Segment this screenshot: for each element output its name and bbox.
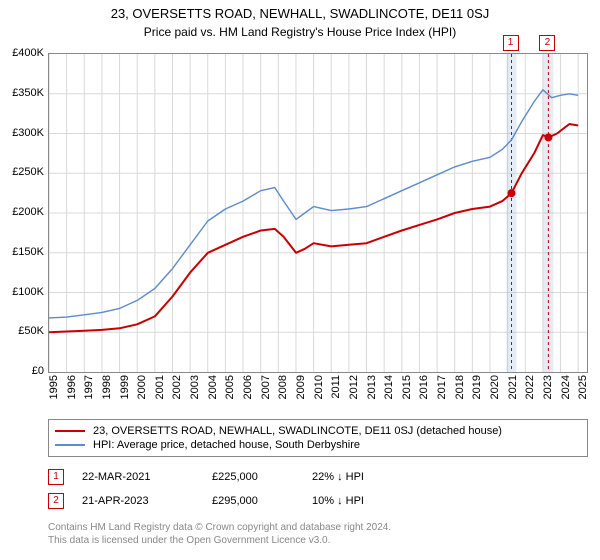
y-tick-label: £50K [0,325,44,337]
marker-date-2: 21-APR-2023 [82,495,212,507]
x-tick-label: 2013 [366,375,378,399]
x-tick-label: 2019 [471,375,483,399]
x-tick-label: 2016 [418,375,430,399]
legend-label-hpi: HPI: Average price, detached house, Sout… [93,439,360,451]
x-tick-label: 2007 [260,375,272,399]
x-tick-label: 2006 [242,375,254,399]
x-tick-label: 2010 [313,375,325,399]
x-tick-label: 2024 [560,375,572,399]
series-legend: 23, OVERSETTS ROAD, NEWHALL, SWADLINCOTE… [48,419,588,457]
y-tick-label: £300K [0,127,44,139]
plot-area [48,53,588,373]
x-tick-label: 2023 [542,375,554,399]
marker-price-1: £225,000 [212,471,312,483]
marker-date-1: 22-MAR-2021 [82,471,212,483]
marker-row-2: 2 21-APR-2023 £295,000 10% ↓ HPI [48,489,588,513]
x-tick-label: 1999 [119,375,131,399]
marker-row-1: 1 22-MAR-2021 £225,000 22% ↓ HPI [48,465,588,489]
footer-line2: This data is licensed under the Open Gov… [48,534,588,547]
marker-badge-2: 2 [48,493,64,509]
x-tick-label: 2011 [330,375,342,399]
marker-badge-1: 1 [48,469,64,485]
x-tick-label: 1998 [101,375,113,399]
y-tick-label: £400K [0,47,44,59]
x-tick-label: 1997 [83,375,95,399]
x-tick-label: 2022 [524,375,536,399]
x-tick-label: 1996 [66,375,78,399]
marker-diff-1: 22% ↓ HPI [312,471,432,483]
x-tick-label: 2003 [189,375,201,399]
x-tick-label: 2009 [295,375,307,399]
x-tick-label: 2025 [577,375,589,399]
y-tick-label: £0 [0,365,44,377]
x-tick-label: 2018 [454,375,466,399]
marker-top-badge: 1 [503,35,519,51]
marker-price-2: £295,000 [212,495,312,507]
y-tick-label: £250K [0,166,44,178]
x-tick-label: 2005 [224,375,236,399]
legend-swatch-property [55,430,85,433]
legend-row-property: 23, OVERSETTS ROAD, NEWHALL, SWADLINCOTE… [55,424,581,438]
legend-row-hpi: HPI: Average price, detached house, Sout… [55,438,581,452]
x-tick-label: 2021 [507,375,519,399]
chart-title-address: 23, OVERSETTS ROAD, NEWHALL, SWADLINCOTE… [0,0,600,21]
x-tick-label: 2008 [277,375,289,399]
x-tick-label: 2000 [136,375,148,399]
marker-rows: 1 22-MAR-2021 £225,000 22% ↓ HPI 2 21-AP… [48,465,588,513]
x-tick-label: 2020 [489,375,501,399]
x-tick-label: 1995 [48,375,60,399]
legend-swatch-hpi [55,444,85,446]
marker-diff-2: 10% ↓ HPI [312,495,432,507]
x-tick-label: 2015 [401,375,413,399]
x-tick-label: 2014 [383,375,395,399]
chart-area: £0 £50K £100K £150K £200K £250K £300K £350K £400… [0,43,600,413]
y-tick-label: £150K [0,246,44,258]
plot-svg [49,54,587,372]
x-tick-label: 2017 [436,375,448,399]
y-tick-label: £200K [0,206,44,218]
x-tick-label: 2012 [348,375,360,399]
footer-text: Contains HM Land Registry data © Crown c… [48,521,588,547]
x-tick-label: 2002 [171,375,183,399]
y-tick-label: £350K [0,87,44,99]
y-tick-label: £100K [0,286,44,298]
x-tick-label: 2004 [207,375,219,399]
x-tick-label: 2001 [154,375,166,399]
chart-container: 23, OVERSETTS ROAD, NEWHALL, SWADLINCOTE… [0,0,600,560]
marker-top-badge: 2 [539,35,555,51]
legend-label-property: 23, OVERSETTS ROAD, NEWHALL, SWADLINCOTE… [93,425,502,437]
below-chart: 23, OVERSETTS ROAD, NEWHALL, SWADLINCOTE… [48,419,588,547]
footer-line1: Contains HM Land Registry data © Crown c… [48,521,588,534]
